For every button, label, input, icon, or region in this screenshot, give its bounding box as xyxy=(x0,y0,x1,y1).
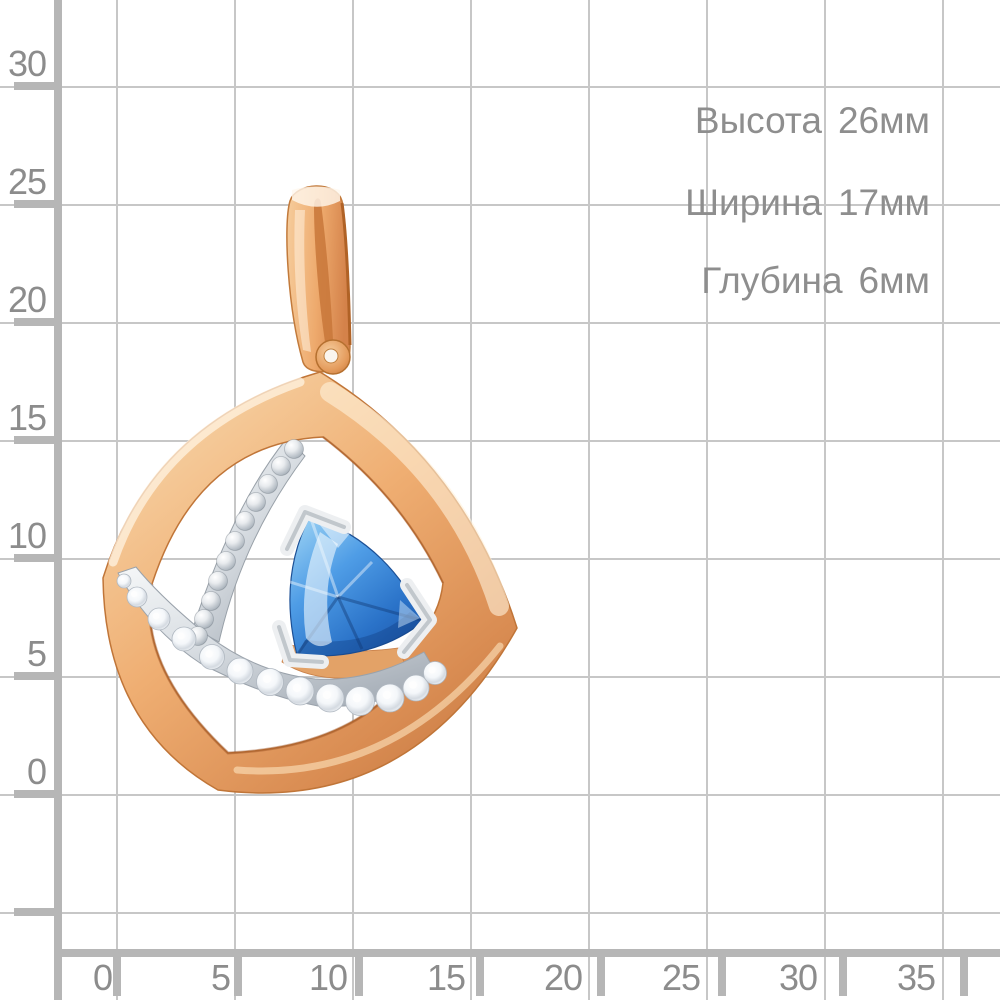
y-axis-ruler-line xyxy=(54,0,62,1000)
dimension-depth-label: Глубина xyxy=(701,260,843,301)
dimension-width-label: Ширина xyxy=(685,182,822,223)
center-gemstone xyxy=(289,515,425,657)
dimension-width-value: 17мм xyxy=(837,182,930,223)
x-tick-label: 0 xyxy=(92,957,113,998)
y-tick-label: 5 xyxy=(26,633,47,674)
dimension-height-label: Высота xyxy=(694,100,822,141)
bead-accents xyxy=(188,439,304,646)
dimension-height-row: Высота 26мм xyxy=(695,99,930,143)
y-tick-label: 30 xyxy=(7,43,47,84)
y-tick-label: 20 xyxy=(7,279,47,320)
dimension-depth-row: Глубина 6мм xyxy=(701,259,930,303)
pave-stones xyxy=(116,573,447,716)
y-axis-tick-marks xyxy=(14,0,58,1000)
bail-ring-hole xyxy=(323,348,339,364)
x-tick-label: 35 xyxy=(896,957,936,998)
y-tick-label: 25 xyxy=(7,161,47,202)
x-tick-label: 10 xyxy=(308,957,348,998)
x-axis-tick-marks xyxy=(0,950,1000,996)
x-tick-label: 20 xyxy=(543,957,583,998)
y-tick-label: 0 xyxy=(26,751,47,792)
white-gold-bead-arc xyxy=(192,437,306,643)
pendant-bail xyxy=(286,185,352,375)
x-tick-label: 25 xyxy=(661,957,701,998)
x-tick-label: 30 xyxy=(778,957,818,998)
prongs xyxy=(272,505,437,669)
x-tick-label: 15 xyxy=(426,957,466,998)
x-axis-ruler-line xyxy=(54,949,1000,957)
dimension-height-value: 26мм xyxy=(837,100,930,141)
y-tick-label: 15 xyxy=(7,397,47,438)
y-tick-label: 10 xyxy=(7,515,47,556)
x-tick-label: 5 xyxy=(210,957,231,998)
dimension-depth-value: 6мм xyxy=(858,260,930,301)
dimension-width-row: Ширина 17мм xyxy=(685,181,930,225)
